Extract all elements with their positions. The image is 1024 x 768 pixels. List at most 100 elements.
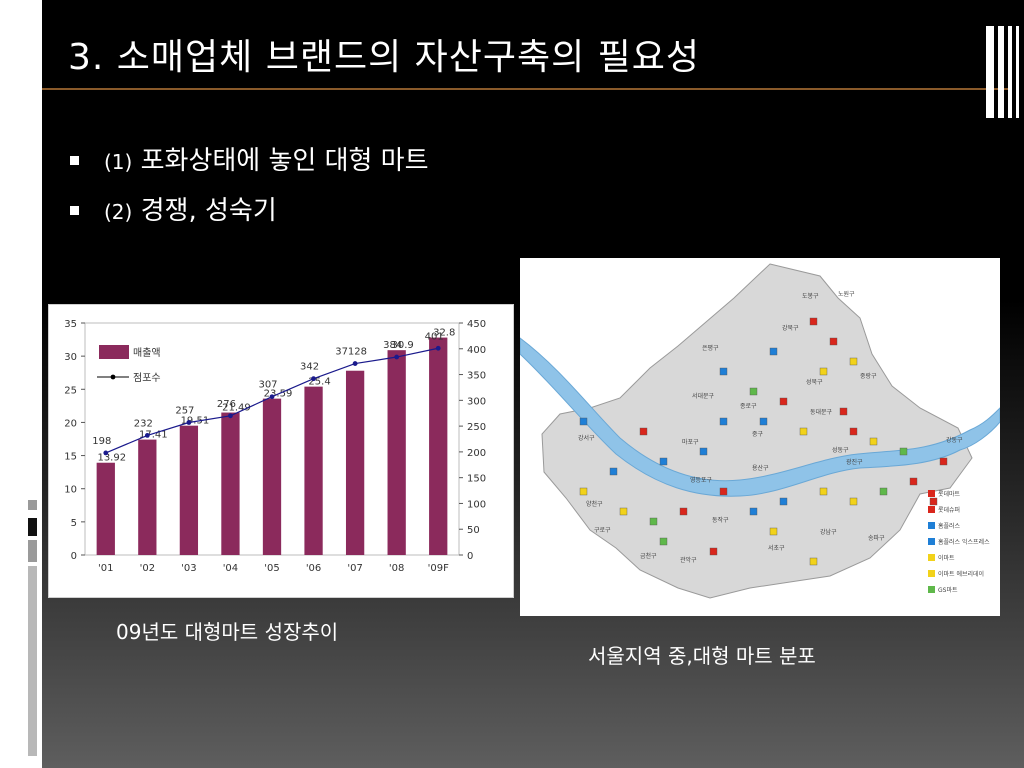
bar <box>345 370 365 555</box>
bar <box>304 386 323 555</box>
district-label: 강동구 <box>946 436 963 444</box>
y-left-tick-label: 30 <box>64 352 77 363</box>
x-tick-label: '08 <box>389 563 404 574</box>
legend-label: 이마트 에브리데이 <box>938 570 984 578</box>
store-marker <box>879 487 888 496</box>
store-count-point <box>186 420 192 425</box>
store-marker <box>579 417 588 426</box>
y-left-tick-label: 0 <box>71 551 77 562</box>
store-marker <box>749 387 758 396</box>
x-tick-label: '05 <box>264 563 279 574</box>
bar <box>262 398 282 555</box>
store-marker <box>849 427 858 436</box>
legend-label: 홈플러스 <box>938 522 961 530</box>
y-left-tick-label: 20 <box>64 418 77 429</box>
district-label: 성북구 <box>806 378 823 386</box>
y-left-tick-label: 15 <box>64 452 77 463</box>
x-tick-label: '07 <box>347 563 362 574</box>
chart-caption: 09년도 대형마트 성장추이 <box>116 620 339 644</box>
square-bullet-icon <box>70 206 79 215</box>
district-label: 은평구 <box>702 344 719 352</box>
store-marker <box>829 337 838 346</box>
district-label: 동작구 <box>712 517 729 524</box>
bar-value-label: 13.92 <box>97 453 126 464</box>
seoul-map-panel: 도봉구 노원구 강북구 은평구 성북구 중랑구 종로구 동대문구 서대문구 마포구 중구 성동구 광진구… <box>519 258 1001 616</box>
legend-swatch <box>928 554 935 561</box>
store-marker <box>809 557 818 566</box>
store-count-label: 198 <box>92 436 111 447</box>
store-marker <box>839 407 848 416</box>
square-bullet-icon <box>70 156 79 165</box>
deco-bar <box>1016 26 1019 118</box>
bar-value-label: 32.8 <box>433 328 455 339</box>
store-count-label: 257 <box>175 406 194 417</box>
store-marker <box>779 397 788 406</box>
district-label: 동대문구 <box>810 408 833 416</box>
bar-value-label: 30.9 <box>392 340 414 351</box>
store-count-point <box>228 413 233 419</box>
store-count-point <box>144 432 150 438</box>
district-label: 서대문구 <box>692 392 715 400</box>
store-count-point <box>311 376 316 382</box>
district-label: 서초구 <box>768 544 785 552</box>
growth-chart: 0510152025303505010015020025030035040045… <box>64 319 486 574</box>
legend-label: 홈플러스 익스프레스 <box>938 538 990 546</box>
y-left-tick-label: 25 <box>64 385 77 396</box>
y-right-tick-label: 450 <box>467 319 486 330</box>
legend-label: GS마트 <box>938 586 958 594</box>
district-label: 송파구 <box>868 534 885 542</box>
deco-bar <box>986 26 994 118</box>
district-label: 영등포구 <box>690 476 713 484</box>
store-marker <box>679 507 688 516</box>
bullet-item: (2) 경쟁, 성숙기 <box>66 190 429 240</box>
store-marker <box>769 527 778 536</box>
district-label: 관악구 <box>680 556 697 564</box>
store-count-label: 276 <box>217 399 236 410</box>
bar <box>429 337 448 555</box>
deco-bar <box>1008 26 1012 118</box>
store-count-label: 232 <box>134 418 153 429</box>
store-marker <box>939 457 948 466</box>
title-block: 3. 소매업체 브랜드의 자산구축의 필요성 <box>42 0 1024 88</box>
store-marker <box>579 487 588 496</box>
legend-swatch-sales <box>99 345 129 359</box>
deco-bar <box>998 26 1004 118</box>
store-count-label: 37128 <box>335 347 367 358</box>
district-label: 강북구 <box>782 324 799 332</box>
store-marker <box>769 347 778 356</box>
bullet-text: 경쟁, 성숙기 <box>132 196 277 226</box>
legend-swatch <box>928 570 935 577</box>
bullet-text: 포화상태에 놓인 대형 마트 <box>132 146 429 176</box>
y-right-tick-label: 200 <box>467 448 486 459</box>
store-count-point <box>394 354 400 360</box>
y-right-tick-label: 400 <box>467 345 486 356</box>
district-label: 강서구 <box>578 434 595 442</box>
bar <box>96 462 115 555</box>
y-right-tick-label: 250 <box>467 422 486 433</box>
store-marker <box>709 547 718 556</box>
y-left-tick-label: 35 <box>64 319 77 330</box>
legend-swatch <box>928 538 935 545</box>
strip-mark <box>28 500 37 510</box>
x-tick-label: '04 <box>223 563 238 574</box>
store-marker <box>759 417 768 426</box>
y-right-tick-label: 50 <box>467 525 480 536</box>
store-marker <box>819 367 828 376</box>
strip-mark <box>28 566 37 756</box>
bullet-number: (1) <box>104 150 133 174</box>
district-label: 용산구 <box>752 464 769 472</box>
strip-mark <box>28 518 37 536</box>
y-left-tick-label: 10 <box>64 485 77 496</box>
y-right-tick-label: 100 <box>467 499 486 510</box>
store-marker <box>719 487 728 496</box>
district-label: 중랑구 <box>860 373 877 380</box>
store-marker <box>659 457 668 466</box>
x-tick-label: '06 <box>306 563 321 574</box>
slide-title: 3. 소매업체 브랜드의 자산구축의 필요성 <box>68 37 701 78</box>
store-count-point <box>269 394 275 400</box>
x-tick-label: '01 <box>98 563 113 574</box>
x-tick-label: '03 <box>181 563 196 574</box>
district-label: 양천구 <box>586 500 603 508</box>
district-label: 노원구 <box>838 290 855 298</box>
